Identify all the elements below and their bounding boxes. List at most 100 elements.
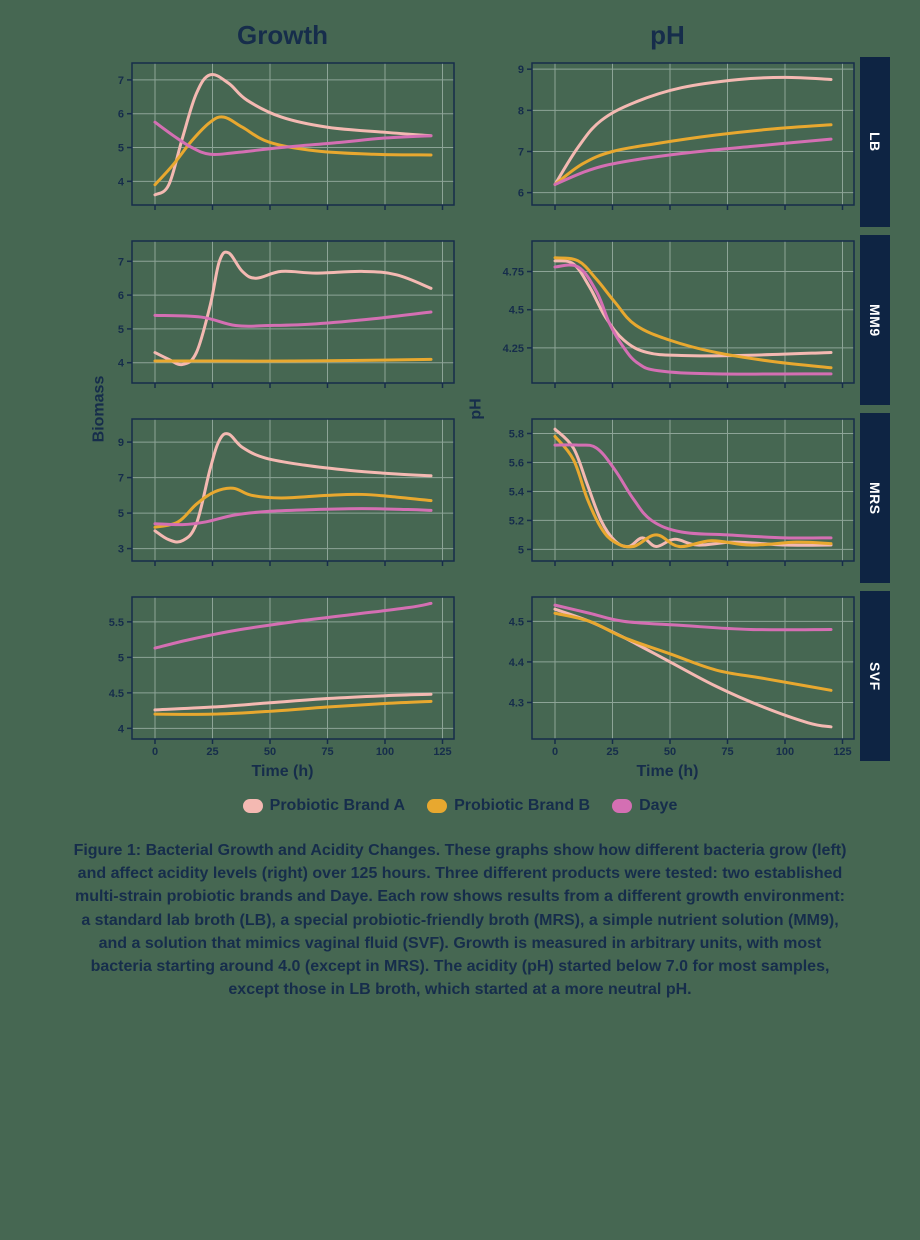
svg-text:75: 75 — [721, 746, 733, 758]
chart-ph-lb: 6789 — [490, 57, 860, 227]
panel-growth-lb: 4 5 6 7 — [90, 57, 460, 227]
svg-text:7: 7 — [518, 146, 524, 158]
series-brandA — [155, 252, 431, 365]
series-daye — [155, 509, 431, 525]
legend-label: Probiotic Brand B — [454, 797, 590, 815]
series-daye — [155, 312, 431, 326]
series-brandA — [555, 261, 831, 356]
svg-text:4: 4 — [118, 176, 125, 188]
legend-swatch-daye — [612, 799, 632, 813]
svg-text:5: 5 — [118, 143, 124, 155]
xlabel-growth: Time (h) — [90, 763, 475, 781]
legend-swatch-brandB — [427, 799, 447, 813]
svg-text:7: 7 — [118, 473, 124, 485]
legend-item-brandA: Probiotic Brand A — [243, 797, 405, 815]
series-daye — [155, 603, 431, 648]
svg-text:4.5: 4.5 — [509, 616, 524, 628]
yaxis-label-ph: pH — [468, 398, 486, 419]
chart-grid: 45676789LB45674.254.54.75MM9357955.25.45… — [90, 57, 860, 761]
svg-text:4.25: 4.25 — [503, 343, 524, 355]
series-daye — [555, 605, 831, 630]
chart-growth-mrs: 3579 — [90, 413, 460, 583]
svg-text:100: 100 — [376, 746, 394, 758]
chart-row-mrs: 357955.25.45.65.8MRS — [90, 413, 860, 583]
chart-ph-svf: 4.3 4.4 4.5 0 25 50 75 100 125 — [490, 591, 860, 761]
legend-swatch-brandA — [243, 799, 263, 813]
svg-text:100: 100 — [776, 746, 794, 758]
svg-text:50: 50 — [264, 746, 276, 758]
svg-text:6: 6 — [118, 109, 124, 121]
col-header-growth: Growth — [90, 20, 475, 51]
col-header-ph: pH — [475, 20, 860, 51]
panel-ph-mrs: 5 5.2 5.4 5.6 5.8 — [490, 413, 860, 583]
x-axis-labels: Time (h) Time (h) — [90, 763, 860, 781]
series-brandB — [555, 258, 831, 368]
figure-container: Growth pH 45676789LB45674.254.54.75MM935… — [0, 0, 920, 1240]
row-label-text: LB — [867, 132, 883, 152]
panel-growth-mrs: 3579 — [90, 413, 460, 583]
svg-text:4.4: 4.4 — [509, 657, 525, 669]
series-brandA — [155, 434, 431, 542]
column-headers: Growth pH — [90, 20, 860, 51]
chart-growth-svf: 4 4.5 5 5.5 0 25 50 75 100 125 — [90, 591, 460, 761]
chart-row-lb: 45676789LB — [90, 57, 860, 227]
row-label-lb: LB — [860, 57, 890, 227]
legend-item-daye: Daye — [612, 797, 677, 815]
chart-ph-mm9: 4.25 4.5 4.75 — [490, 235, 860, 405]
svg-text:4: 4 — [118, 723, 125, 735]
chart-growth-mm9: 4 5 6 7 — [90, 235, 460, 405]
svg-text:25: 25 — [206, 746, 218, 758]
svg-text:25: 25 — [606, 746, 618, 758]
svg-text:4.3: 4.3 — [509, 697, 524, 709]
yaxis-label-growth: Biomass — [90, 376, 108, 443]
legend: Probiotic Brand A Probiotic Brand B Daye — [30, 797, 890, 815]
legend-label: Daye — [639, 797, 677, 815]
panel-growth-mm9: 4 5 6 7 — [90, 235, 460, 405]
caption-title: Figure 1: — [74, 842, 142, 859]
xlabel-ph: Time (h) — [475, 763, 860, 781]
svg-text:5.5: 5.5 — [109, 617, 124, 629]
svg-text:50: 50 — [664, 746, 676, 758]
panel-ph-svf: 4.3 4.4 4.5 0 25 50 75 100 125 — [490, 591, 860, 761]
svg-text:6: 6 — [118, 290, 124, 302]
svg-text:5.2: 5.2 — [509, 515, 524, 527]
svg-text:5: 5 — [118, 652, 124, 664]
chart-ph-mrs: 5 5.2 5.4 5.6 5.8 — [490, 413, 860, 583]
chart-growth-lb: 4 5 6 7 — [90, 57, 460, 227]
svg-text:4.5: 4.5 — [109, 688, 124, 700]
svg-text:7: 7 — [118, 75, 124, 87]
svg-text:5.8: 5.8 — [509, 428, 524, 440]
row-label-svf: SVF — [860, 591, 890, 761]
row-label-text: MRS — [867, 482, 883, 515]
svg-text:5: 5 — [518, 544, 524, 556]
svg-text:4: 4 — [118, 358, 125, 370]
panel-growth-svf: 4 4.5 5 5.5 0 25 50 75 100 125 — [90, 591, 460, 761]
svg-text:5: 5 — [118, 324, 124, 336]
row-label-mm9: MM9 — [860, 235, 890, 405]
svg-text:7: 7 — [118, 256, 124, 268]
row-label-text: SVF — [867, 662, 883, 691]
svg-text:8: 8 — [518, 105, 524, 117]
row-label-text: MM9 — [867, 304, 883, 337]
svg-text:4.5: 4.5 — [509, 305, 524, 317]
legend-label: Probiotic Brand A — [270, 797, 405, 815]
series-brandB — [155, 359, 431, 361]
panel-ph-lb: 6789 — [490, 57, 860, 227]
series-daye — [555, 139, 831, 184]
svg-text:5.6: 5.6 — [509, 457, 524, 469]
svg-text:5.4: 5.4 — [509, 486, 525, 498]
svg-text:75: 75 — [321, 746, 333, 758]
svg-text:0: 0 — [152, 746, 158, 758]
figure-caption: Figure 1: Bacterial Growth and Acidity C… — [70, 839, 850, 1001]
svg-text:5: 5 — [118, 508, 124, 520]
caption-body: Bacterial Growth and Acidity Changes. Th… — [75, 842, 846, 998]
chart-row-svf: 4 4.5 5 5.5 0 25 50 75 100 125 4.3 4.4 4.5 0 25 50 75 100… — [90, 591, 860, 761]
svg-text:4.75: 4.75 — [503, 267, 524, 279]
legend-item-brandB: Probiotic Brand B — [427, 797, 590, 815]
svg-text:9: 9 — [518, 64, 524, 76]
svg-text:125: 125 — [833, 746, 851, 758]
series-daye — [155, 122, 431, 154]
svg-text:125: 125 — [433, 746, 451, 758]
svg-text:3: 3 — [118, 544, 124, 556]
svg-text:0: 0 — [552, 746, 558, 758]
